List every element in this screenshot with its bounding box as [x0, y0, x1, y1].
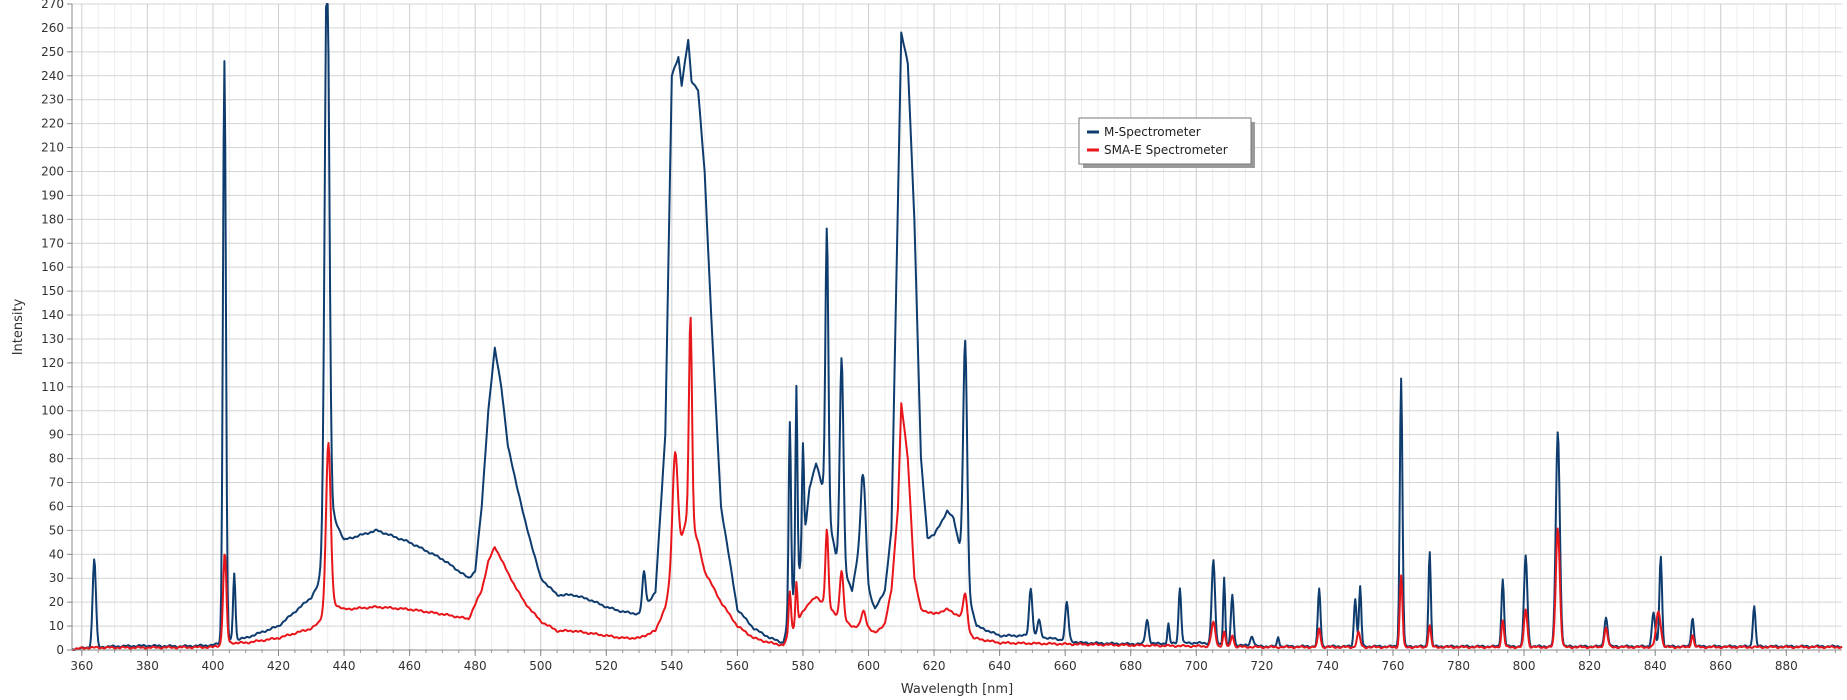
- y-tick-label: 70: [49, 476, 64, 490]
- series-layer: [71, 3, 1843, 651]
- y-tick-label: 260: [41, 21, 64, 35]
- x-tick-label: 740: [1316, 659, 1339, 673]
- x-tick-label: 500: [529, 659, 552, 673]
- y-tick-label: 240: [41, 69, 64, 83]
- major-gridlines: [72, 3, 1842, 651]
- y-tick-label: 200: [41, 164, 64, 178]
- x-tick-label: 640: [988, 659, 1011, 673]
- y-axis-ticks: 0 10 20 30 40 50 60 70 80 90 100 110 120 130 140 150 160…: [41, 0, 72, 657]
- x-tick-label: 440: [333, 659, 356, 673]
- x-tick-label: 580: [791, 659, 814, 673]
- x-tick-label: 400: [201, 659, 224, 673]
- series-line-m-spectrometer: [71, 3, 1843, 651]
- x-tick-label: 700: [1185, 659, 1208, 673]
- series-line-sma-e-spectrometer: [71, 316, 1843, 651]
- legend-label-sma-e-spectrometer: SMA-E Spectrometer: [1104, 143, 1228, 157]
- x-tick-label: 840: [1644, 659, 1667, 673]
- x-tick-label: 660: [1054, 659, 1077, 673]
- x-tick-label: 460: [398, 659, 421, 673]
- y-tick-label: 20: [49, 595, 64, 609]
- y-tick-label: 40: [49, 547, 64, 561]
- y-tick-label: 100: [41, 404, 64, 418]
- x-tick-label: 780: [1447, 659, 1470, 673]
- x-tick-label: 520: [595, 659, 618, 673]
- y-axis-label: Intensity: [11, 298, 26, 355]
- x-tick-label: 360: [70, 659, 93, 673]
- y-tick-label: 150: [41, 284, 64, 298]
- x-tick-label: 800: [1513, 659, 1536, 673]
- y-tick-label: 120: [41, 356, 64, 370]
- y-tick-label: 270: [41, 0, 64, 11]
- x-axis-label: Wavelength [nm]: [901, 682, 1013, 697]
- x-tick-label: 760: [1381, 659, 1404, 673]
- y-tick-label: 130: [41, 332, 64, 346]
- minor-gridlines: [81, 4, 1836, 650]
- x-tick-label: 540: [660, 659, 683, 673]
- y-tick-label: 30: [49, 571, 64, 585]
- legend-box: [1078, 117, 1252, 165]
- x-tick-label: 620: [923, 659, 946, 673]
- x-axis-ticks: 360 380 400 420 440 460 480 500 520 540 560 580 600 6…: [70, 650, 1836, 673]
- y-tick-label: 190: [41, 188, 64, 202]
- y-tick-label: 210: [41, 141, 64, 155]
- x-tick-label: 880: [1775, 659, 1798, 673]
- x-tick-label: 600: [857, 659, 880, 673]
- x-tick-label: 820: [1578, 659, 1601, 673]
- legend-label-m-spectrometer: M-Spectrometer: [1104, 125, 1201, 139]
- y-tick-label: 160: [41, 260, 64, 274]
- x-tick-label: 480: [464, 659, 487, 673]
- x-tick-label: 420: [267, 659, 290, 673]
- y-tick-label: 60: [49, 499, 64, 513]
- x-tick-label: 680: [1119, 659, 1142, 673]
- x-tick-label: 560: [726, 659, 749, 673]
- legend: M-Spectrometer SMA-E Spectrometer: [1078, 117, 1255, 168]
- y-tick-label: 220: [41, 117, 64, 131]
- y-tick-label: 250: [41, 45, 64, 59]
- y-tick-label: 90: [49, 428, 64, 442]
- y-tick-label: 50: [49, 523, 64, 537]
- y-tick-label: 180: [41, 212, 64, 226]
- y-tick-label: 170: [41, 236, 64, 250]
- y-tick-label: 110: [41, 380, 64, 394]
- x-tick-label: 720: [1250, 659, 1273, 673]
- y-tick-label: 10: [49, 619, 64, 633]
- y-tick-label: 140: [41, 308, 64, 322]
- y-tick-label: 80: [49, 452, 64, 466]
- y-tick-label: 0: [56, 643, 64, 657]
- y-tick-label: 230: [41, 93, 64, 107]
- x-tick-label: 860: [1709, 659, 1732, 673]
- x-tick-label: 380: [136, 659, 159, 673]
